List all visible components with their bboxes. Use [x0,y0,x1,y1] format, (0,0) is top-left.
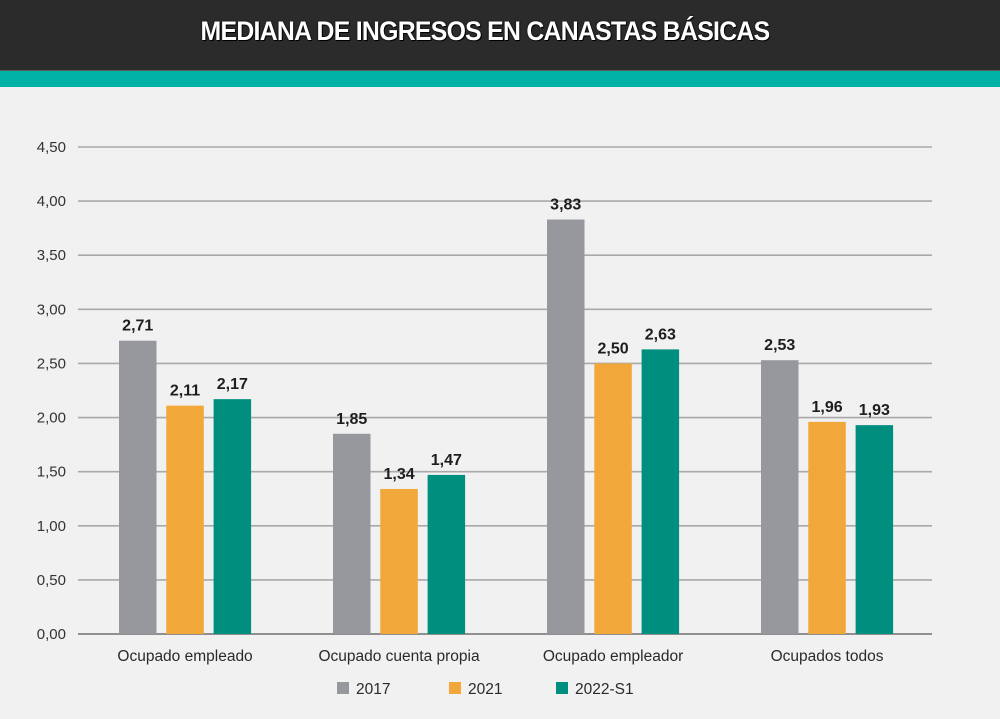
y-tick-label: 3,50 [37,247,66,264]
bar [594,363,632,634]
bar [166,405,204,634]
y-tick-label: 1,50 [37,464,66,481]
x-tick-label: Ocupado empleador [543,648,683,665]
data-label: 3,83 [550,197,581,214]
legend-item: 2021 [449,681,502,698]
bar [119,340,157,634]
legend-label: 2017 [356,681,390,698]
y-tick-label: 0,00 [37,626,66,643]
bar [641,349,680,634]
legend-item: 2017 [337,681,390,698]
bar [547,219,585,634]
x-tick-label: Ocupados todos [771,648,884,665]
title-banner: MEDIANA DE INGRESOS EN CANASTAS BÁSICAS [0,0,1000,70]
legend-label: 2021 [468,681,502,698]
y-tick-label: 2,50 [37,355,66,372]
bar [213,399,252,634]
gridlines [78,146,932,635]
accent-stripe [0,70,1000,87]
data-label: 1,96 [811,399,842,416]
data-label: 2,53 [764,337,795,354]
x-tick-label: Ocupado empleado [117,648,252,665]
x-axis-ticks: Ocupado empleado Ocupado cuenta propia Ocu… [117,648,883,665]
legend-item: 2022-S1 [556,681,634,698]
bar [855,425,894,634]
legend-swatch [449,682,461,694]
legend-swatch [337,682,349,694]
bar [427,474,466,634]
y-tick-label: 2,00 [37,410,66,427]
legend: 2017 2021 2022-S1 [337,681,634,698]
data-label: 2,71 [122,318,153,335]
y-tick-label: 4,00 [37,193,66,210]
legend-swatch [556,682,568,694]
data-label: 1,34 [383,466,414,483]
x-tick-label: Ocupado cuenta propia [318,648,480,665]
y-axis-ticks: 0,00 0,50 1,00 1,50 2,00 2,50 3,00 3,50 4,00 4,50 [37,139,66,643]
y-tick-label: 1,00 [37,518,66,535]
bar [380,488,418,634]
bars [119,219,894,634]
bar [808,421,846,634]
y-tick-label: 3,00 [37,301,66,318]
data-label: 2,11 [170,383,200,400]
bar [761,360,799,634]
y-tick-label: 4,50 [37,139,66,156]
data-label: 1,47 [431,452,462,469]
data-label: 1,85 [336,411,367,428]
bar [333,433,371,634]
data-label: 2,50 [597,340,628,357]
y-tick-label: 0,50 [37,572,66,589]
data-label: 1,93 [859,402,890,419]
data-label: 2,17 [217,376,248,393]
legend-label: 2022-S1 [575,681,634,698]
chart-title: MEDIANA DE INGRESOS EN CANASTAS BÁSICAS [200,16,771,46]
data-label: 2,63 [645,326,676,343]
data-labels: 2,71 2,11 2,17 1,85 1,34 1,47 3,83 2,50 2,63 2,53… [122,197,890,483]
